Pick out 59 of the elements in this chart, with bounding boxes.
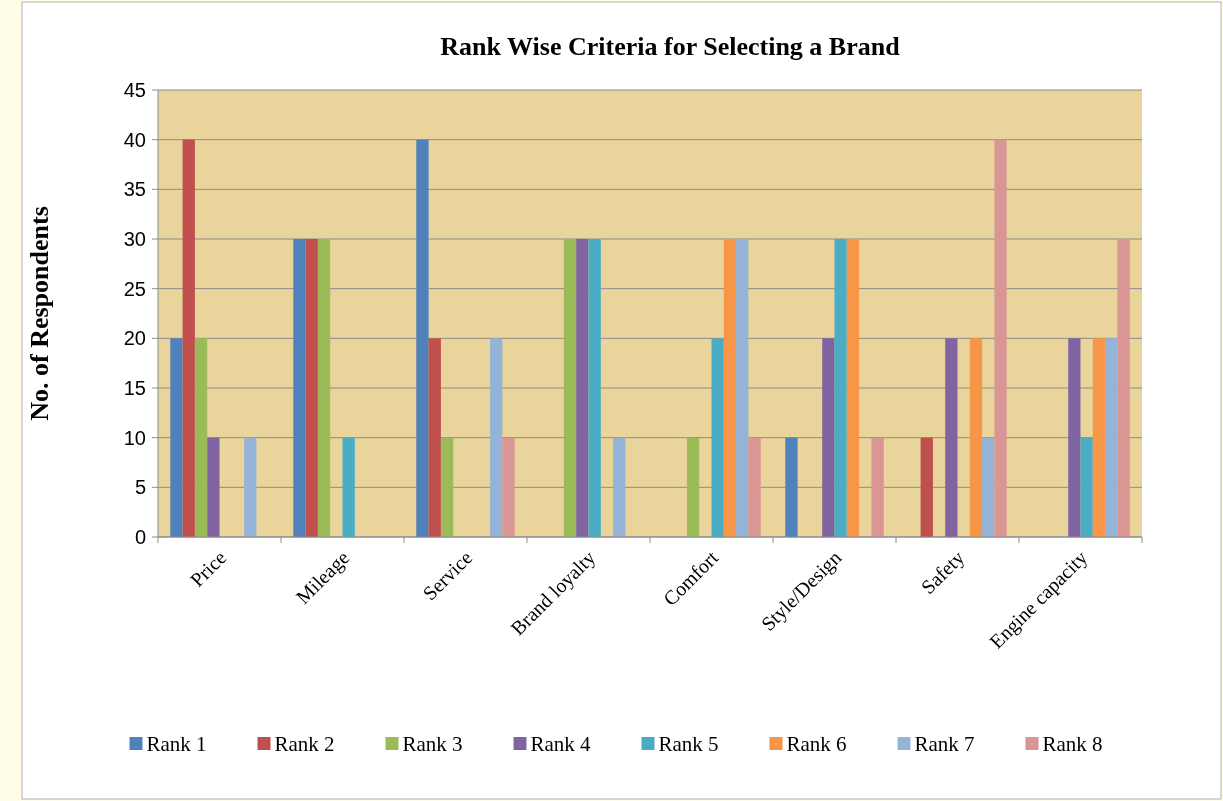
bar [293,239,306,537]
y-tick-label: 45 [123,79,146,101]
bar [588,239,601,537]
bar [1117,239,1130,537]
bar [490,338,503,537]
x-tick-label: Price [185,546,231,591]
y-axis-title: No. of Respondents [25,206,54,421]
bar [305,239,318,537]
bar [871,437,884,537]
bar [1068,338,1081,537]
y-tick-label: 10 [123,426,146,449]
bar [416,139,429,537]
legend-label: Rank 2 [274,732,335,757]
y-tick-label: 0 [134,526,146,548]
legend-label: Rank 4 [530,732,592,757]
y-tick-label: 25 [123,277,146,300]
bar [170,338,183,537]
bar [982,437,995,537]
bar [822,338,835,537]
legend-label: Rank 1 [146,732,207,757]
bar [969,338,983,537]
bar [342,437,355,537]
chart-title: Rank Wise Criteria for Selecting a Brand [440,32,901,61]
bar [502,437,515,537]
bar [194,338,208,537]
bar [563,239,577,537]
bar [736,239,749,537]
bar [711,338,724,537]
legend-label: Rank 3 [402,732,463,757]
bar [428,338,441,537]
bar [785,437,798,537]
bar [440,437,454,537]
bar [686,437,700,537]
bar [846,239,860,537]
y-tick-label: 40 [123,128,146,151]
bar [994,139,1007,537]
y-tick-label: 20 [123,327,146,350]
bar [1105,338,1118,537]
bar [1080,437,1093,537]
bar [207,437,220,537]
bar [613,437,626,537]
legend-label: Rank 5 [658,732,719,757]
bar [576,239,589,537]
bar [1092,338,1106,537]
y-tick-label: 35 [123,178,146,201]
y-tick-label: 5 [134,476,146,499]
bar [723,239,737,537]
legend-label: Rank 8 [1042,732,1103,757]
bar [748,437,761,537]
bar [317,239,331,537]
y-tick-label: 15 [123,377,146,399]
legend-label: Rank 7 [914,732,975,757]
y-tick-label: 30 [123,228,146,250]
bar [182,139,195,537]
bar [244,437,257,537]
bar [834,239,847,537]
legend-label: Rank 6 [786,732,847,757]
bar [920,437,933,537]
bar [945,338,958,537]
